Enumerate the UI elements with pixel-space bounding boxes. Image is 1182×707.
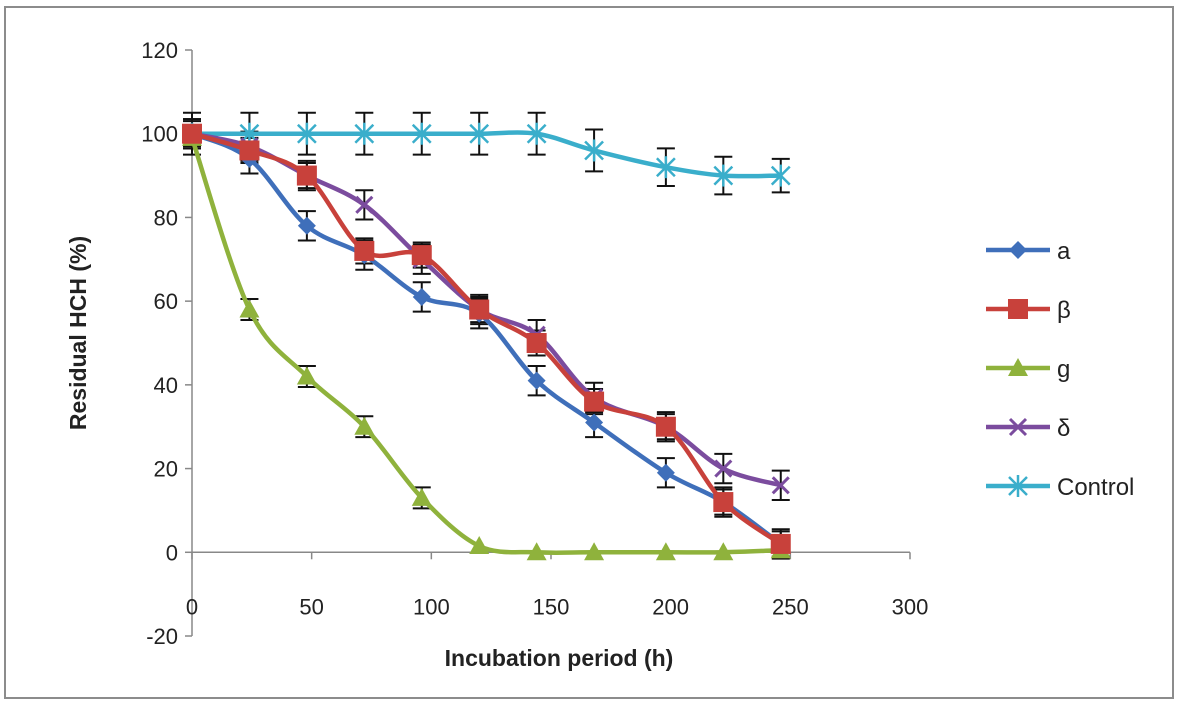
- data-point: [411, 122, 432, 145]
- series-layer: [182, 111, 791, 561]
- legend-label: δ: [1057, 415, 1070, 442]
- chart-frame: -20 0 20 40 60 80 100 120 0 50 100 150 200 250 300 a β g…: [4, 6, 1174, 699]
- data-point: [770, 533, 791, 554]
- data-point: [713, 164, 734, 187]
- y-tick-label: 120: [141, 38, 178, 63]
- data-point: [239, 140, 260, 161]
- legend-item: β: [986, 297, 1071, 324]
- legend-label: a: [1057, 238, 1071, 265]
- data-point: [354, 122, 375, 145]
- legend-item: g: [986, 356, 1070, 383]
- x-tick-label: 300: [892, 594, 929, 619]
- data-point: [355, 195, 374, 214]
- data-point: [296, 165, 317, 186]
- data-point: [239, 299, 260, 318]
- y-tick-label: 60: [154, 289, 178, 314]
- legend-item: a: [986, 238, 1071, 265]
- legend-marker: [1008, 475, 1028, 497]
- legend-item: Control: [986, 474, 1134, 501]
- data-point: [770, 164, 791, 187]
- data-point: [713, 492, 734, 513]
- data-point: [354, 416, 375, 435]
- data-point: [354, 240, 375, 261]
- x-tick-label: 250: [772, 594, 809, 619]
- marker-stroke: [771, 476, 790, 495]
- y-tick-label: 100: [141, 122, 178, 147]
- data-point: [655, 542, 676, 561]
- legend: a β g δ Control: [986, 238, 1134, 501]
- legend-label: g: [1057, 356, 1070, 383]
- series-line: [189, 137, 781, 555]
- data-point: [655, 156, 676, 179]
- data-point: [585, 413, 604, 432]
- marker-stroke: [1008, 417, 1028, 437]
- data-point: [469, 536, 490, 555]
- y-tick-label: 80: [154, 205, 178, 230]
- data-point: [182, 123, 202, 144]
- y-axis-title: Residual HCH (%): [65, 236, 91, 430]
- legend-marker: [1009, 241, 1027, 259]
- x-tick-label: 0: [186, 594, 198, 619]
- data-point: [713, 542, 734, 561]
- legend-marker: [1008, 358, 1028, 376]
- data-point: [411, 245, 432, 266]
- data-point: [655, 416, 676, 437]
- y-tick-label: -20: [146, 624, 178, 649]
- data-point: [527, 371, 546, 390]
- series-g: [182, 127, 791, 561]
- marker-stroke: [355, 195, 374, 214]
- x-tick-label: 100: [413, 594, 450, 619]
- data-point: [296, 366, 317, 385]
- line-chart: -20 0 20 40 60 80 100 120 0 50 100 150 200 250 300 a β g…: [65, 38, 1134, 671]
- y-tick-label: 20: [154, 457, 178, 482]
- data-point: [297, 216, 316, 235]
- data-point: [771, 476, 790, 495]
- data-point: [411, 487, 432, 506]
- data-point: [469, 299, 490, 320]
- legend-item: δ: [986, 415, 1070, 442]
- data-point: [469, 122, 490, 145]
- axes: -20 0 20 40 60 80 100 120 0 50 100 150 200 250 300: [141, 38, 928, 649]
- data-point: [526, 542, 547, 561]
- data-point: [714, 459, 733, 478]
- data-point: [656, 463, 675, 482]
- legend-label: β: [1057, 297, 1071, 324]
- x-tick-label: 150: [533, 594, 570, 619]
- data-point: [584, 391, 605, 412]
- legend-label: Control: [1057, 474, 1134, 501]
- marker-stroke: [714, 459, 733, 478]
- data-point: [526, 122, 547, 145]
- x-tick-label: 50: [299, 594, 323, 619]
- series-β: [182, 123, 791, 554]
- data-point: [526, 333, 547, 353]
- legend-marker: [1008, 417, 1028, 437]
- y-tick-label: 0: [166, 540, 178, 565]
- data-point: [296, 122, 317, 145]
- x-axis-title: Incubation period (h): [445, 645, 674, 671]
- legend-marker: [1008, 299, 1028, 319]
- data-point: [412, 287, 431, 306]
- series-a: [183, 124, 790, 553]
- y-tick-label: 40: [154, 373, 178, 398]
- series-line: [191, 131, 783, 546]
- data-point: [584, 139, 604, 162]
- x-tick-label: 200: [652, 594, 689, 619]
- data-point: [584, 542, 605, 561]
